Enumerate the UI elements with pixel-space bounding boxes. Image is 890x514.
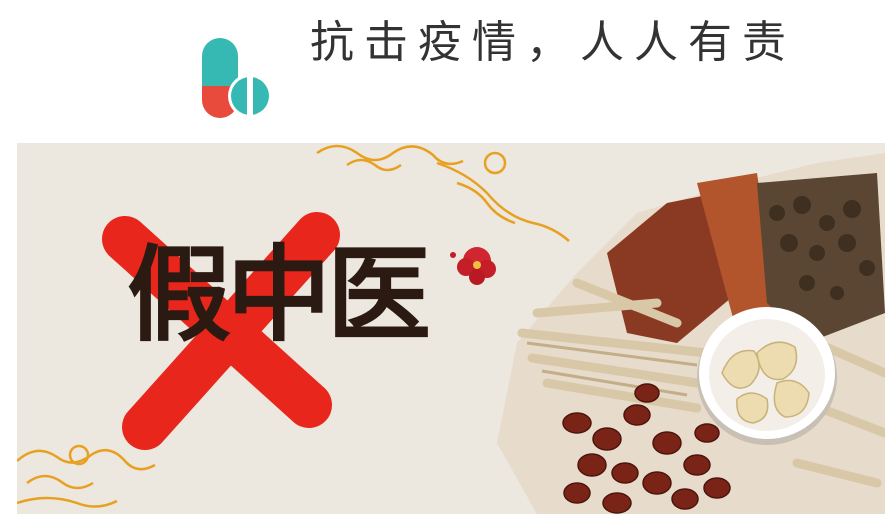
banner-artwork <box>17 144 885 514</box>
pill-capsule-icon <box>202 38 272 118</box>
banner: 假中医 <box>17 143 885 514</box>
red-x-icon <box>102 212 340 450</box>
plum-blossom-icon <box>450 247 496 285</box>
header: 抗击疫情，人人有责 <box>0 0 890 140</box>
page-slogan: 抗击疫情，人人有责 <box>310 17 796 68</box>
cloud-ornament-bottom <box>17 444 156 508</box>
chinese-herbal-medicine-image <box>497 153 885 514</box>
banner-title: 假中医 <box>127 233 431 356</box>
cloud-ornament-top <box>316 144 570 242</box>
